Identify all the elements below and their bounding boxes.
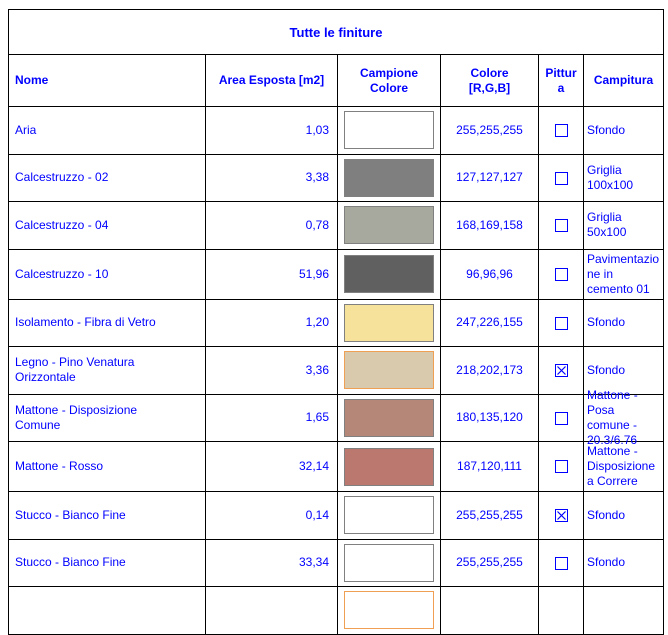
material-name: Calcestruzzo - 04: [15, 217, 109, 232]
header-area-esposta: Area Esposta [m2]: [205, 54, 338, 107]
color-swatch[interactable]: [344, 543, 434, 582]
color-swatch[interactable]: [344, 398, 434, 437]
table-row: Mattone - Disposizione Comune 1,65 180,1…: [8, 388, 664, 447]
header-pittura: Pittura: [538, 54, 584, 107]
area-value: 1,03: [305, 122, 329, 137]
campitura-value: Griglia 50x100: [587, 210, 627, 240]
header-colore-rgb: Colore [R,G,B]: [440, 54, 539, 107]
pittura-checkbox[interactable]: [554, 316, 568, 330]
table-header-row: Nome Area Esposta [m2] Campione Colore C…: [8, 54, 664, 107]
pittura-checkbox[interactable]: [554, 267, 568, 281]
campitura-value: Mattone - Posa comune - 20.3/6.76: [587, 387, 638, 447]
color-swatch[interactable]: [344, 111, 434, 150]
area-value: 32,14: [298, 459, 329, 473]
material-name: Stucco - Bianco Fine: [15, 555, 126, 570]
campitura-value: Sfondo: [587, 122, 626, 137]
rgb-value: 255,255,255: [456, 555, 523, 570]
rgb-value: 180,135,120: [456, 410, 523, 425]
campitura-value: Pavimentazione in cemento 01: [587, 251, 660, 296]
table-row: Stucco - Bianco Fine 0,14 255,255,255 Sf…: [8, 491, 664, 540]
pittura-checkbox[interactable]: [554, 411, 568, 425]
pittura-checkbox[interactable]: [554, 556, 568, 570]
rgb-value: 218,202,173: [456, 362, 523, 377]
rgb-value: 255,255,255: [456, 122, 523, 137]
material-name: Mattone - Disposizione Comune: [15, 402, 138, 432]
area-value: 0,78: [305, 217, 329, 232]
campitura-value: [584, 608, 663, 612]
finishes-table: Tutte le finiture Nome Area Esposta [m2]…: [8, 9, 664, 635]
table-row: Stucco - Bianco Fine 33,34 255,255,255 S…: [8, 538, 664, 587]
table-title: Tutte le finiture: [8, 9, 664, 55]
area-value: 1,20: [305, 315, 329, 330]
table-row: Calcestruzzo - 02 3,38 127,127,127 Grigl…: [8, 153, 664, 202]
table-row-partial: [8, 586, 664, 635]
area-value: 51,96: [298, 266, 329, 281]
material-name: Calcestruzzo - 02: [15, 170, 109, 185]
checkbox-x-icon: [556, 366, 566, 376]
checkbox-x-icon: [556, 511, 566, 521]
pittura-checkbox[interactable]: [554, 171, 568, 185]
area-value: 33,34: [298, 555, 329, 570]
rgb-value: 168,169,158: [456, 217, 523, 232]
campitura-value: Griglia 100x100: [587, 162, 634, 192]
color-swatch[interactable]: [344, 591, 434, 630]
material-name: Mattone - Rosso: [15, 459, 104, 473]
campitura-value: Sfondo: [587, 507, 626, 522]
pittura-checkbox[interactable]: [554, 509, 568, 523]
material-name: Aria: [15, 122, 37, 137]
color-swatch[interactable]: [344, 496, 434, 535]
header-campitura: Campitura: [583, 54, 664, 107]
campitura-value: Sfondo: [587, 555, 626, 570]
table-row: Legno - Pino Venatura Orizzontale 3,36 2…: [8, 346, 664, 395]
campitura-value: Sfondo: [587, 362, 626, 377]
color-swatch[interactable]: [344, 158, 434, 197]
table-row: Aria 1,03 255,255,255 Sfondo: [8, 106, 664, 155]
area-value: 3,36: [305, 362, 329, 377]
rgb-value: 127,127,127: [456, 170, 523, 185]
rgb-value: 247,226,155: [456, 315, 523, 330]
material-name: Isolamento - Fibra di Vetro: [15, 315, 156, 330]
color-swatch[interactable]: [344, 351, 434, 390]
area-value: 1,65: [305, 410, 329, 425]
area-value: 0,14: [305, 507, 329, 522]
color-swatch[interactable]: [344, 206, 434, 245]
pittura-checkbox[interactable]: [554, 364, 568, 378]
color-swatch[interactable]: [344, 447, 434, 486]
rgb-value: 96,96,96: [466, 266, 513, 281]
pittura-checkbox[interactable]: [554, 124, 568, 138]
color-swatch[interactable]: [344, 303, 434, 342]
rgb-value: 187,120,111: [457, 459, 522, 473]
material-name: Legno - Pino Venatura Orizzontale: [15, 355, 135, 385]
table-row: Calcestruzzo - 04 0,78 168,169,158 Grigl…: [8, 201, 664, 250]
campitura-value: Sfondo: [587, 315, 626, 330]
color-swatch[interactable]: [344, 255, 434, 293]
rgb-value: 255,255,255: [456, 507, 523, 522]
pittura-checkbox[interactable]: [554, 460, 568, 474]
table-row: Calcestruzzo - 10 51,96 96,96,96 Pavimen…: [8, 248, 664, 300]
pittura-checkbox[interactable]: [554, 219, 568, 233]
campitura-value: Mattone - Disposizione a Correre: [587, 444, 656, 488]
table-row: Isolamento - Fibra di Vetro 1,20 247,226…: [8, 298, 664, 347]
table-row: Mattone - Rosso 32,14 187,120,111 Matton…: [8, 441, 664, 492]
area-value: 3,38: [305, 170, 329, 185]
table-title-row: Tutte le finiture: [8, 9, 664, 55]
material-name: Calcestruzzo - 10: [15, 266, 109, 281]
header-nome: Nome: [8, 54, 206, 107]
header-campione-colore: Campione Colore: [337, 54, 441, 107]
material-name: Stucco - Bianco Fine: [15, 507, 126, 522]
finishes-table-body: Aria 1,03 255,255,255 Sfondo Calcestruzz…: [8, 106, 664, 635]
